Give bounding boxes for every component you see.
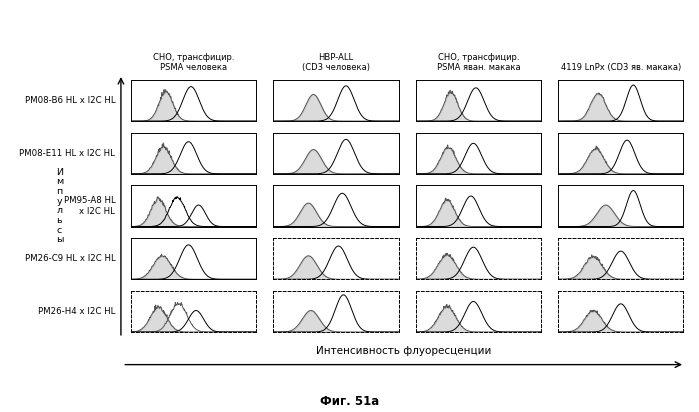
Text: PM26-C9 HL x I2C HL: PM26-C9 HL x I2C HL (24, 254, 115, 263)
Text: PM95-A8 HL
x I2C HL: PM95-A8 HL x I2C HL (64, 196, 115, 216)
Text: Интенсивность флуоресценции: Интенсивность флуоресценции (316, 346, 491, 356)
Text: Фиг. 51а: Фиг. 51а (320, 395, 379, 408)
Text: PM08-B6 HL x I2C HL: PM08-B6 HL x I2C HL (24, 96, 115, 105)
Text: CHO, трансфицир.
PSMA человека: CHO, трансфицир. PSMA человека (153, 53, 234, 72)
Text: HBP-ALL
(CD3 человека): HBP-ALL (CD3 человека) (302, 53, 370, 72)
Text: PM26-H4 x I2C HL: PM26-H4 x I2C HL (38, 307, 115, 316)
Text: CHO, трансфицир.
PSMA яван. макака: CHO, трансфицир. PSMA яван. макака (437, 53, 520, 72)
Text: И
м
п
у
л
ь
с
ы: И м п у л ь с ы (56, 168, 63, 244)
Text: 4119 LnPx (CD3 яв. макака): 4119 LnPx (CD3 яв. макака) (561, 63, 681, 72)
Text: PM08-E11 HL x I2C HL: PM08-E11 HL x I2C HL (20, 149, 115, 158)
